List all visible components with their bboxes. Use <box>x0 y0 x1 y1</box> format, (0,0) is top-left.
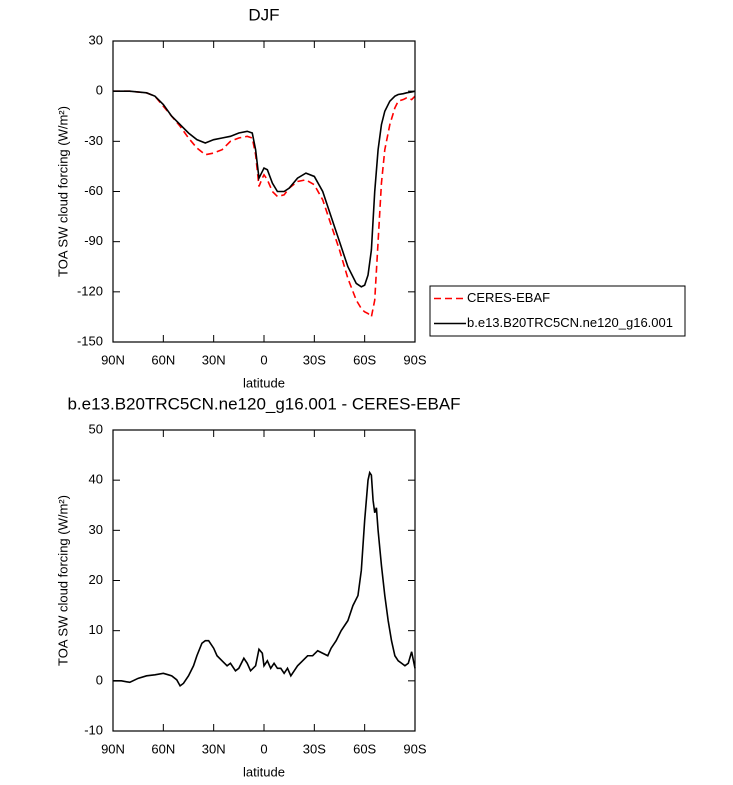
y-tick-label: 0 <box>96 83 103 98</box>
x-tick-label: 60S <box>353 352 376 367</box>
y-tick-label: 40 <box>89 472 103 487</box>
y-tick-label: -60 <box>84 183 103 198</box>
y-tick-label: -10 <box>84 722 103 737</box>
y-tick-label: 30 <box>89 32 103 47</box>
y-axis-label: TOA SW cloud forcing (W/m²) <box>55 106 70 277</box>
data-line <box>113 90 416 319</box>
data-line <box>113 90 416 288</box>
y-tick-label: -150 <box>77 333 103 348</box>
y-tick-label: 20 <box>89 572 103 587</box>
x-tick-label: 0 <box>260 741 267 756</box>
y-axis-label: TOA SW cloud forcing (W/m²) <box>55 495 70 666</box>
x-axis-label: latitude <box>243 375 285 390</box>
y-tick-label: -120 <box>77 283 103 298</box>
x-tick-label: 90S <box>403 352 426 367</box>
x-tick-label: 90N <box>101 352 125 367</box>
x-tick-label: 60N <box>151 741 175 756</box>
y-tick-label: 30 <box>89 522 103 537</box>
chart-title: DJF <box>248 5 279 24</box>
y-tick-label: 10 <box>89 622 103 637</box>
legend-label: b.e13.B20TRC5CN.ne120_g16.001 <box>467 315 673 330</box>
x-tick-label: 60N <box>151 352 175 367</box>
y-tick-label: -90 <box>84 233 103 248</box>
data-line <box>113 470 416 688</box>
x-tick-label: 30N <box>202 352 226 367</box>
x-tick-label: 30N <box>202 741 226 756</box>
x-tick-label: 60S <box>353 741 376 756</box>
x-tick-label: 0 <box>260 352 267 367</box>
y-tick-label: 0 <box>96 672 103 687</box>
legend-box <box>429 285 686 337</box>
x-tick-label: 30S <box>303 352 326 367</box>
plot-frame <box>112 40 416 343</box>
y-tick-label: -30 <box>84 133 103 148</box>
x-tick-label: 90N <box>101 741 125 756</box>
legend-label: CERES-EBAF <box>467 290 550 305</box>
chart-title: b.e13.B20TRC5CN.ne120_g16.001 - CERES-EB… <box>67 394 460 413</box>
x-tick-label: 30S <box>303 741 326 756</box>
x-tick-label: 90S <box>403 741 426 756</box>
x-axis-label: latitude <box>243 764 285 779</box>
y-tick-label: 50 <box>89 421 103 436</box>
